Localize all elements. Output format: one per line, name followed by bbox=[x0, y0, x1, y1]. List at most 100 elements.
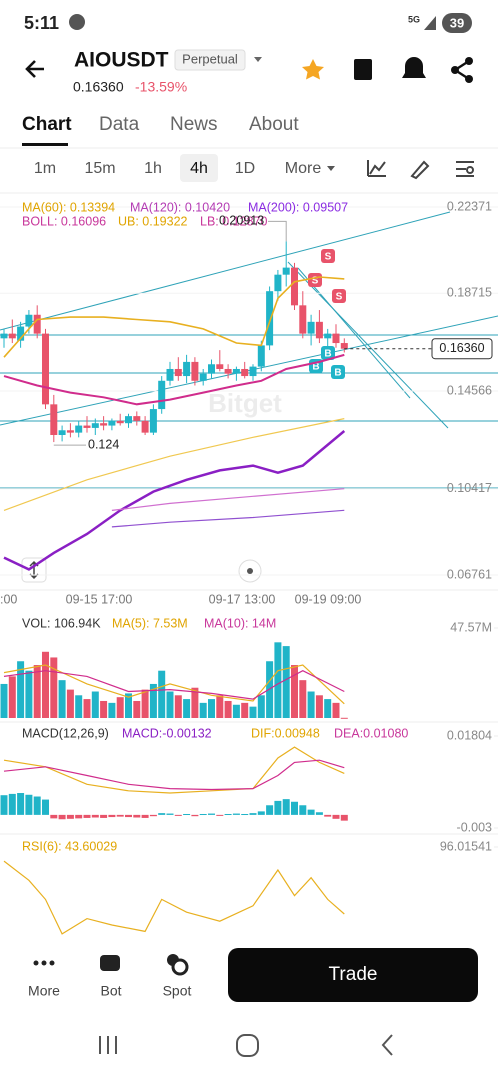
nav-label[interactable]: More bbox=[28, 983, 60, 999]
legend-entry: MA(5): 7.53M bbox=[112, 616, 188, 630]
legend-entry: MACD(12,26,9) bbox=[22, 726, 109, 740]
bar bbox=[166, 691, 174, 718]
bar bbox=[274, 642, 282, 718]
x-tick-label: 09-17 13:00 bbox=[209, 592, 276, 606]
interval[interactable]: 15m bbox=[84, 160, 115, 177]
bar bbox=[25, 670, 33, 718]
bar bbox=[315, 695, 323, 718]
bar bbox=[91, 691, 99, 718]
indicator-line bbox=[3, 430, 346, 571]
bar bbox=[42, 651, 49, 718]
candle-body bbox=[125, 416, 132, 424]
candle-body bbox=[17, 326, 25, 341]
system-nav[interactable] bbox=[99, 1034, 393, 1057]
interval[interactable]: 4h bbox=[190, 160, 208, 177]
candle-body bbox=[340, 343, 348, 349]
legend-entry: MA(10): 14M bbox=[204, 616, 276, 630]
candle-body bbox=[83, 425, 91, 428]
bar bbox=[241, 814, 249, 816]
candle-body bbox=[224, 368, 232, 374]
badge: Perpetual bbox=[182, 51, 238, 66]
y-tick-label: 0.18715 bbox=[447, 285, 492, 299]
candle-body bbox=[274, 274, 282, 292]
candle-body bbox=[307, 321, 315, 334]
last-price-label: 0.16360 bbox=[439, 341, 484, 355]
last-price-box bbox=[431, 338, 493, 360]
candle-body bbox=[183, 361, 191, 377]
bar bbox=[274, 800, 282, 815]
bar bbox=[17, 661, 25, 718]
badge-box bbox=[174, 49, 246, 71]
bar bbox=[116, 814, 124, 817]
bar bbox=[208, 699, 215, 718]
signal-label: B bbox=[334, 368, 341, 379]
spot-icon[interactable] bbox=[167, 954, 189, 976]
bar bbox=[50, 814, 58, 819]
candle-body bbox=[8, 333, 16, 339]
tab[interactable]: About bbox=[249, 114, 299, 135]
legend-entry: DEA:0.01080 bbox=[334, 726, 408, 740]
legend-entry: LB: 0.12870 bbox=[200, 214, 267, 228]
bar bbox=[232, 704, 240, 718]
indicator-line bbox=[3, 664, 345, 705]
bar bbox=[133, 700, 141, 718]
candle-body bbox=[174, 368, 182, 377]
bar bbox=[282, 646, 290, 718]
legend-entry: UB: 0.19322 bbox=[118, 214, 188, 228]
bar bbox=[340, 717, 348, 719]
tab[interactable]: Chart bbox=[22, 114, 72, 135]
more-icon[interactable] bbox=[33, 960, 55, 966]
candle-body bbox=[91, 423, 99, 428]
bar bbox=[33, 796, 41, 815]
bar bbox=[199, 814, 207, 816]
bar bbox=[224, 814, 232, 816]
interval[interactable]: More bbox=[285, 160, 322, 177]
candle-body bbox=[75, 425, 83, 433]
candle-body bbox=[0, 333, 8, 339]
interval[interactable]: 1D bbox=[235, 160, 255, 177]
candle-body bbox=[191, 361, 199, 381]
dropdown[interactable] bbox=[254, 57, 262, 62]
signal-marker bbox=[321, 249, 335, 263]
alert-icon[interactable] bbox=[402, 57, 426, 78]
bar bbox=[199, 702, 207, 718]
signal-label: B bbox=[312, 362, 319, 373]
interval[interactable]: 1h bbox=[144, 160, 162, 177]
candle-body bbox=[33, 314, 41, 334]
bar bbox=[8, 793, 16, 815]
x-tick-label: 09-15 17:00 bbox=[66, 592, 133, 606]
trade-button[interactable] bbox=[228, 948, 478, 1002]
candle-body bbox=[58, 430, 66, 435]
nav-label[interactable]: Bot bbox=[100, 983, 121, 999]
talk-icon bbox=[69, 14, 85, 30]
bot-icon[interactable] bbox=[100, 955, 120, 971]
network: 5G bbox=[408, 14, 420, 24]
x-tick-label: :00 bbox=[0, 592, 17, 606]
interval[interactable]: 1m bbox=[34, 160, 56, 177]
bar bbox=[266, 805, 274, 815]
candle-body bbox=[149, 409, 157, 433]
high-label: 0.20913 bbox=[219, 214, 264, 228]
candle-body bbox=[42, 333, 49, 405]
watermark: Bitget bbox=[208, 388, 282, 418]
favorite[interactable] bbox=[302, 59, 324, 80]
bar bbox=[116, 697, 124, 718]
y-tick-label: 0.22371 bbox=[447, 199, 492, 213]
bar bbox=[75, 695, 83, 718]
drawings bbox=[0, 211, 498, 489]
bar bbox=[299, 680, 307, 718]
candle-body bbox=[25, 314, 33, 327]
back-button[interactable] bbox=[25, 60, 44, 78]
price: 0.16360 bbox=[73, 79, 124, 95]
tab[interactable]: News bbox=[170, 114, 218, 135]
signal-marker bbox=[332, 289, 346, 303]
tool-icons[interactable] bbox=[367, 160, 474, 180]
notes-icon[interactable] bbox=[354, 59, 372, 80]
share-icon[interactable] bbox=[451, 57, 473, 83]
nav-label[interactable]: Spot bbox=[163, 983, 192, 999]
candle-body bbox=[257, 345, 265, 367]
bar bbox=[100, 814, 108, 818]
tab[interactable]: Data bbox=[99, 114, 140, 135]
bar bbox=[125, 814, 132, 818]
candle-body bbox=[100, 423, 108, 426]
